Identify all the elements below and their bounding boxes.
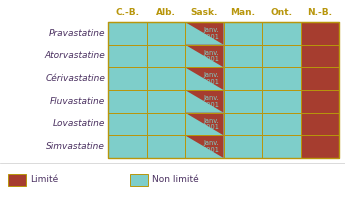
Bar (185, 22, 224, 45)
Text: Sask.: Sask. (190, 8, 218, 17)
Polygon shape (185, 113, 224, 135)
Bar (108, 90, 147, 113)
Text: Cérivastatine: Cérivastatine (45, 74, 105, 83)
Text: Alb.: Alb. (156, 8, 176, 17)
Bar (147, 135, 185, 158)
Bar (108, 45, 147, 67)
Polygon shape (185, 22, 224, 45)
Text: Janv.
2001: Janv. 2001 (203, 50, 220, 62)
Bar (185, 67, 224, 90)
Bar (262, 22, 300, 45)
Text: Ont.: Ont. (270, 8, 292, 17)
Text: C.-B.: C.-B. (115, 8, 139, 17)
Bar (147, 45, 185, 67)
Bar (262, 45, 300, 67)
Bar (262, 135, 300, 158)
Text: Janv.
2001: Janv. 2001 (203, 95, 220, 108)
Bar (147, 22, 185, 45)
Bar (262, 113, 300, 135)
Bar (185, 45, 224, 67)
Polygon shape (185, 67, 224, 90)
Bar (262, 67, 300, 90)
Bar (300, 135, 339, 158)
Bar (185, 45, 224, 67)
Bar (185, 113, 224, 135)
Bar (147, 113, 185, 135)
Bar (185, 135, 224, 158)
Bar (224, 90, 262, 113)
Text: Janv.
2001: Janv. 2001 (203, 118, 220, 130)
Text: Limité: Limité (30, 176, 58, 184)
Text: Lovastatine: Lovastatine (53, 120, 105, 129)
Bar (147, 67, 185, 90)
Bar (108, 22, 339, 158)
Polygon shape (185, 135, 224, 158)
Text: Man.: Man. (230, 8, 255, 17)
Text: Simvastatine: Simvastatine (46, 142, 105, 151)
Text: Non limité: Non limité (152, 176, 199, 184)
Bar (185, 67, 224, 90)
Bar (108, 67, 147, 90)
Polygon shape (185, 45, 224, 67)
Polygon shape (185, 90, 224, 113)
Bar (185, 90, 224, 113)
Bar (300, 113, 339, 135)
Bar (185, 22, 224, 45)
Bar (108, 113, 147, 135)
Bar (108, 22, 147, 45)
Text: Janv.
2001: Janv. 2001 (203, 27, 220, 40)
Bar (224, 22, 262, 45)
Bar (185, 113, 224, 135)
Text: Atorvastatine: Atorvastatine (44, 52, 105, 61)
Bar (262, 90, 300, 113)
Bar (300, 67, 339, 90)
Bar (224, 135, 262, 158)
Bar (108, 135, 147, 158)
Bar (224, 67, 262, 90)
Bar (300, 45, 339, 67)
Bar (147, 90, 185, 113)
Text: Fluvastatine: Fluvastatine (50, 97, 105, 106)
Bar (185, 135, 224, 158)
Text: Janv.
2001: Janv. 2001 (203, 72, 220, 85)
Text: N.-B.: N.-B. (307, 8, 332, 17)
Bar (8, 174, 26, 186)
Bar (224, 113, 262, 135)
Bar (300, 22, 339, 45)
Bar (130, 174, 148, 186)
Bar (185, 90, 224, 113)
Bar (224, 45, 262, 67)
Text: Pravastatine: Pravastatine (49, 29, 105, 38)
Bar (300, 90, 339, 113)
Text: Janv.
2001: Janv. 2001 (203, 140, 220, 153)
